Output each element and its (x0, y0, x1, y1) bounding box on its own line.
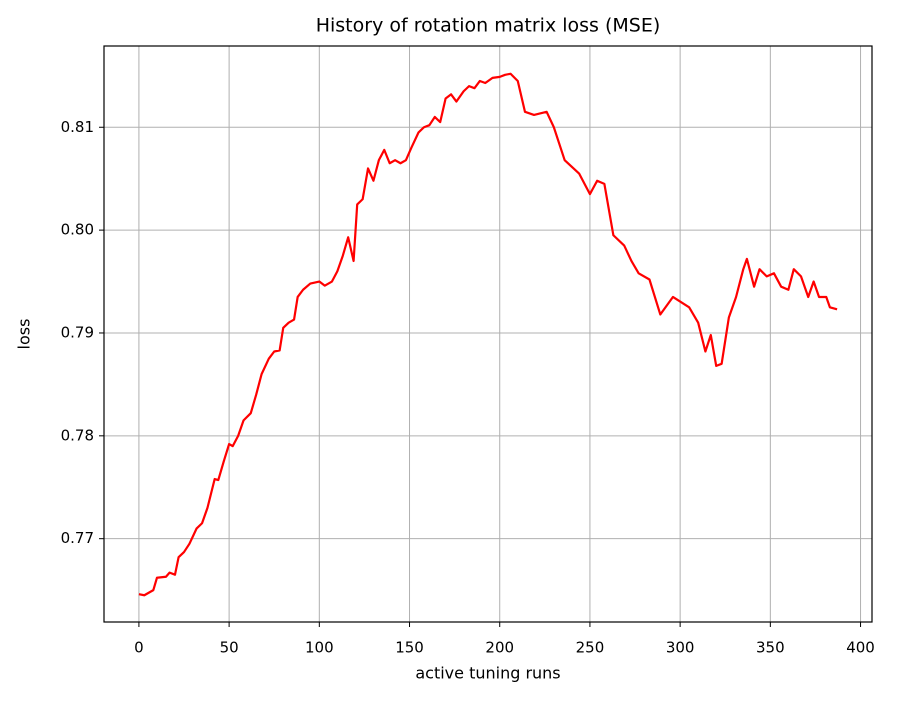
y-tick-label: 0.78 (61, 426, 94, 444)
y-tick-label: 0.81 (61, 118, 94, 136)
x-tick-label: 200 (485, 639, 514, 657)
x-tick-label: 50 (220, 639, 239, 657)
x-tick-label: 150 (395, 639, 424, 657)
x-tick-label: 400 (846, 639, 875, 657)
data-line (138, 72, 838, 597)
x-tick-label: 0 (134, 639, 144, 657)
x-tick-label: 250 (576, 639, 605, 657)
y-tick-label: 0.77 (61, 529, 94, 547)
y-tick-label: 0.79 (61, 323, 94, 341)
x-axis-label: active tuning runs (415, 664, 560, 683)
y-tick-label: 0.80 (61, 221, 94, 239)
chart-title: History of rotation matrix loss (MSE) (316, 15, 661, 37)
x-tick-label: 350 (756, 639, 785, 657)
x-tick-label: 100 (305, 639, 334, 657)
y-axis-label: loss (15, 319, 34, 350)
x-tick-label: 300 (666, 639, 695, 657)
plot-frame (103, 45, 873, 623)
